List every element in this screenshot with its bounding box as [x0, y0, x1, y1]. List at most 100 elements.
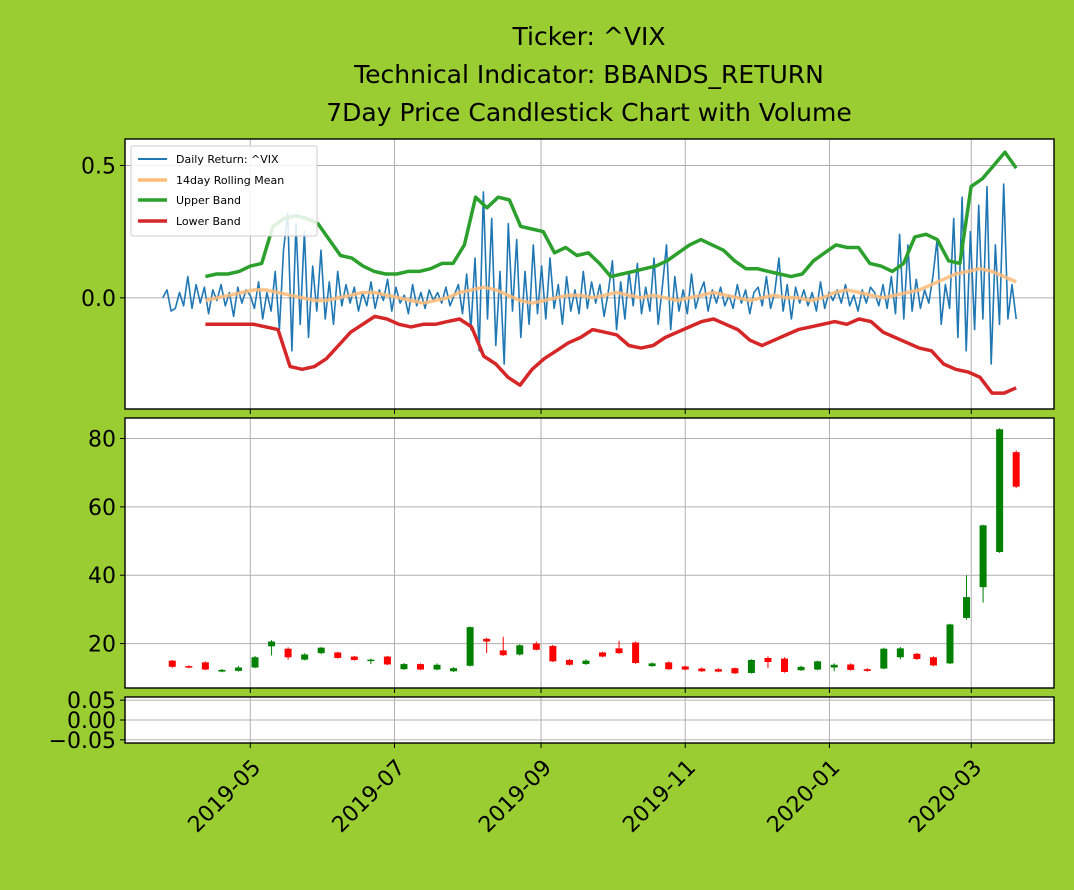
- candle-body: [416, 664, 424, 670]
- candle: [963, 575, 971, 620]
- candle-body: [781, 658, 789, 672]
- candle-body: [499, 650, 507, 656]
- candle-body: [913, 653, 921, 659]
- chart-title: Ticker: ^VIX Technical Indicator: BBANDS…: [326, 22, 852, 127]
- series-line-daily-return-vix: [162, 183, 1017, 365]
- x-tick-label: 2020-01: [763, 755, 846, 838]
- legend-label-upper-band: Upper Band: [176, 194, 241, 207]
- candle: [582, 659, 590, 665]
- candle-body: [996, 429, 1004, 552]
- candle-body: [615, 648, 623, 654]
- candle-body: [168, 660, 176, 667]
- candle: [284, 647, 292, 660]
- x-tick-label: 2020-03: [904, 755, 987, 838]
- candle-body: [714, 669, 722, 672]
- candle: [168, 659, 176, 668]
- candle: [400, 663, 408, 670]
- candle: [714, 668, 722, 673]
- candle-body: [549, 645, 557, 662]
- candle: [450, 667, 458, 672]
- candle: [301, 653, 309, 661]
- y-tick-label: 40: [88, 564, 116, 589]
- candle-body: [797, 666, 805, 671]
- candle: [367, 658, 375, 665]
- title-line-3: 7Day Price Candlestick Chart with Volume: [326, 98, 852, 127]
- candle: [830, 663, 838, 672]
- candle: [747, 659, 755, 674]
- candle-body: [1012, 452, 1020, 487]
- candle: [814, 660, 822, 671]
- y-tick-label: 60: [88, 496, 116, 521]
- title-line-1: Ticker: ^VIX: [512, 22, 666, 51]
- candle-body: [599, 652, 607, 657]
- candle-body: [847, 664, 855, 670]
- candle: [996, 428, 1004, 553]
- x-tick-label: 2019-07: [328, 755, 411, 838]
- candle-body: [516, 645, 524, 655]
- candle: [466, 626, 474, 667]
- candle: [880, 647, 888, 670]
- candle-body: [929, 657, 937, 666]
- candle-body: [582, 660, 590, 665]
- candle-body: [814, 661, 822, 670]
- candle-body: [963, 597, 971, 618]
- candle-body: [532, 643, 540, 650]
- candle: [781, 657, 789, 673]
- candle: [268, 640, 276, 656]
- candle-body: [565, 659, 573, 665]
- candle-body: [747, 659, 755, 673]
- candle: [648, 662, 656, 667]
- y-tick-label: −0.05: [49, 729, 116, 754]
- candle-body: [251, 657, 259, 668]
- panel-frame: [124, 696, 1055, 744]
- candle: [863, 668, 871, 672]
- candle: [731, 667, 739, 674]
- candle: [416, 663, 424, 671]
- candle: [1012, 450, 1020, 489]
- candle-body: [185, 666, 193, 668]
- candle: [979, 524, 987, 603]
- candle: [185, 665, 193, 669]
- candle-body: [665, 662, 673, 670]
- y-tick-label: 80: [88, 428, 116, 453]
- legend-box: [130, 145, 318, 237]
- candle-body: [284, 648, 292, 658]
- candle-body: [400, 664, 408, 670]
- candle: [334, 651, 342, 659]
- candle-body: [350, 656, 358, 660]
- legend-label-rolling-mean: 14day Rolling Mean: [176, 174, 284, 187]
- candle: [317, 646, 325, 655]
- candle: [218, 668, 226, 673]
- y-tick-label: 0.0: [81, 287, 116, 312]
- panel-background: [125, 418, 1054, 688]
- x-tick-label: 2019-11: [618, 755, 701, 838]
- candle-body: [383, 656, 391, 665]
- candle: [565, 658, 573, 666]
- candle-body: [483, 638, 491, 642]
- candle: [615, 640, 623, 654]
- candle-body: [946, 624, 954, 664]
- candle: [516, 644, 524, 656]
- candle: [499, 636, 507, 656]
- legend-label-lower-band: Lower Band: [176, 215, 241, 228]
- candle-body: [979, 525, 987, 588]
- candle: [665, 661, 673, 670]
- candle: [483, 637, 491, 654]
- candle-body: [632, 642, 640, 664]
- y-tick-label: 0.05: [67, 689, 116, 714]
- candle: [383, 655, 391, 666]
- candle: [698, 667, 706, 672]
- candle-body: [681, 666, 689, 670]
- candle: [946, 623, 954, 665]
- candle-body: [268, 641, 276, 647]
- candle: [234, 666, 242, 672]
- candle-body: [317, 647, 325, 654]
- candle-body: [863, 669, 871, 671]
- candle: [896, 646, 904, 660]
- candle-body: [880, 648, 888, 669]
- candle: [251, 655, 259, 669]
- x-tick-label: 2019-05: [184, 755, 267, 838]
- candle-body: [218, 669, 226, 672]
